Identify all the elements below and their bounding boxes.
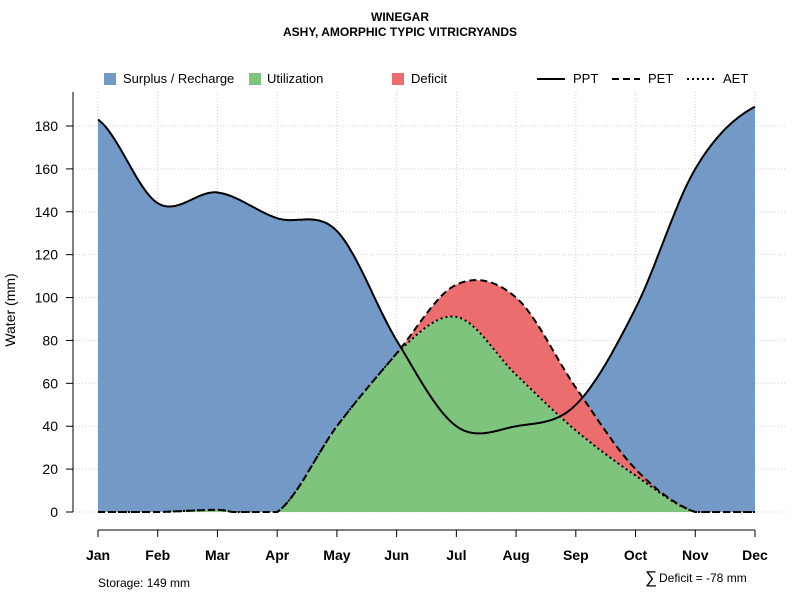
y-tick-label: 120 — [35, 247, 59, 263]
y-tick-label: 20 — [42, 461, 58, 477]
y-tick-label: 40 — [42, 418, 58, 434]
x-tick-label: Mar — [205, 547, 230, 563]
x-tick-label: Sep — [563, 547, 589, 563]
y-tick-label: 60 — [42, 375, 58, 391]
deficit-total-label: Deficit = -78 mm — [659, 571, 747, 585]
area-utilization — [98, 316, 755, 512]
y-tick-label: 80 — [42, 332, 58, 348]
series-line-ppt — [97, 105, 756, 435]
x-tick-label: Oct — [624, 547, 648, 563]
legend-swatch-deficit — [392, 73, 404, 85]
storage-label: Storage: 149 mm — [98, 576, 191, 590]
legend-swatch-surplus — [104, 73, 116, 85]
y-axis-label: Water (mm) — [2, 273, 18, 346]
y-tick-label: 180 — [35, 118, 59, 134]
legend-label-ppt: PPT — [573, 71, 599, 86]
legend-label-utilization: Utilization — [267, 71, 324, 86]
area-deficit — [98, 280, 755, 512]
legend-label-deficit: Deficit — [411, 71, 448, 86]
x-tick-label: Jun — [384, 547, 409, 563]
x-tick-label: Dec — [742, 547, 768, 563]
x-tick-label: Aug — [502, 547, 529, 563]
y-tick-label: 140 — [35, 204, 59, 220]
x-tick-label: Jul — [446, 547, 466, 563]
x-tick-label: Apr — [265, 547, 290, 563]
y-tick-label: 0 — [50, 504, 58, 520]
chart-subtitle: ASHY, AMORPHIC TYPIC VITRICRYANDS — [282, 25, 518, 39]
y-tick-label: 100 — [35, 290, 59, 306]
legend-label-pet: PET — [648, 71, 674, 86]
chart-title: WINEGAR — [371, 10, 429, 24]
y-tick-label: 160 — [35, 161, 59, 177]
legend-label-surplus: Surplus / Recharge — [123, 71, 235, 86]
legend-label-aet: AET — [723, 71, 749, 86]
sum-symbol: ∑ — [645, 568, 658, 587]
x-tick-label: Nov — [682, 547, 709, 563]
legend-swatch-utilization — [249, 73, 261, 85]
x-tick-label: May — [323, 547, 350, 563]
x-tick-label: Feb — [145, 547, 170, 563]
x-tick-label: Jan — [86, 547, 110, 563]
